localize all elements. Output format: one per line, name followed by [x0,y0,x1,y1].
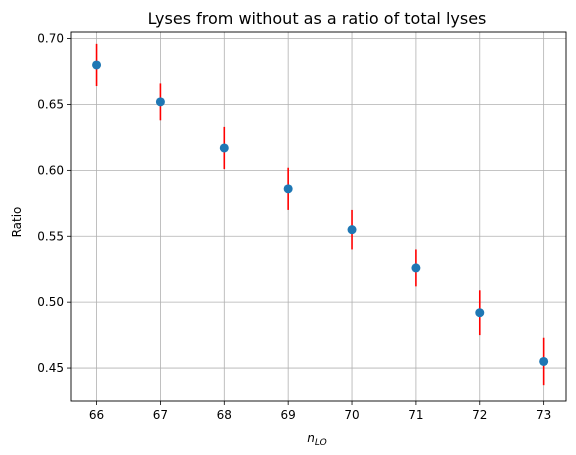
y-tick-label: 0.70 [37,32,64,46]
error-bars [95,43,545,386]
x-axis-ticks: 66 67 68 69 70 71 72 73 [89,401,551,422]
plot-frame [70,31,567,402]
y-tick-label: 0.60 [37,163,64,177]
x-tick-label: 69 [281,408,296,422]
data-point [411,263,421,273]
y-tick-label: 0.65 [37,97,64,111]
grid [71,32,566,401]
x-axis-label-base: n [307,431,315,445]
data-point [347,225,357,235]
data-point [475,308,485,318]
x-tick-label: 72 [472,408,487,422]
data-point [283,184,293,194]
y-tick-label: 0.45 [37,361,64,375]
data-point [92,60,102,70]
x-tick-label: 67 [153,408,168,422]
data-point [219,143,229,153]
x-axis-label: nLO [307,431,326,448]
x-tick-label: 71 [408,408,423,422]
data-point [539,356,549,366]
y-axis-label: Ratio [10,207,24,238]
chart-title: Lyses from without as a ratio of total l… [148,9,487,28]
x-tick-label: 68 [217,408,232,422]
x-tick-label: 70 [344,408,359,422]
y-axis-ticks: 0.45 0.50 0.55 0.60 0.65 0.70 [37,32,71,375]
data-point [155,97,165,107]
y-tick-label: 0.50 [37,295,64,309]
x-axis-label-subscript: LO [315,438,327,448]
x-tick-label: 73 [536,408,551,422]
data-points [92,60,549,366]
x-tick-label: 66 [89,408,104,422]
y-tick-label: 0.55 [37,229,64,243]
